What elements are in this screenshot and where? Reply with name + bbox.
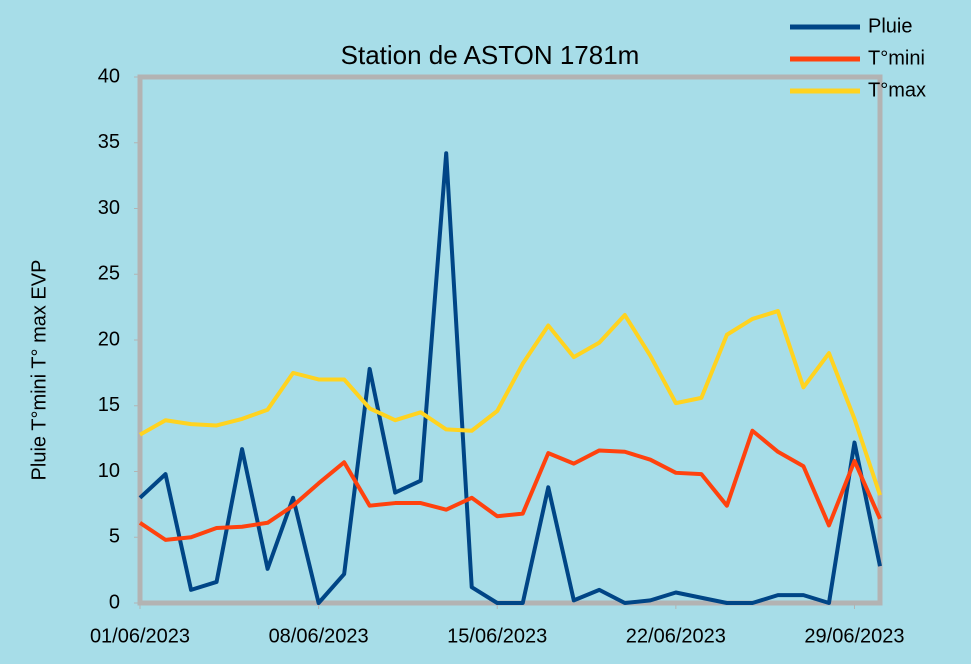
y-tick-label: 35 bbox=[98, 131, 120, 153]
legend-label: T°mini bbox=[868, 47, 925, 69]
x-tick-label: 08/06/2023 bbox=[269, 625, 369, 647]
legend-label: T°max bbox=[868, 79, 926, 101]
y-tick-label: 25 bbox=[98, 263, 120, 285]
series-line bbox=[138, 151, 882, 605]
series-line bbox=[139, 309, 882, 496]
x-tick-label: 01/06/2023 bbox=[90, 625, 190, 647]
x-tick-label: 15/06/2023 bbox=[447, 625, 547, 647]
chart-title: Station de ASTON 1781m bbox=[341, 40, 640, 70]
x-tick-label: 29/06/2023 bbox=[804, 625, 904, 647]
y-tick-label: 15 bbox=[98, 394, 120, 416]
legend-label: Pluie bbox=[868, 15, 912, 37]
y-tick-label: 10 bbox=[98, 460, 120, 482]
y-tick-label: 40 bbox=[98, 65, 120, 87]
y-tick-label: 30 bbox=[98, 197, 120, 219]
series-line bbox=[138, 428, 882, 542]
y-tick-label: 5 bbox=[109, 526, 120, 548]
x-tick-label: 22/06/2023 bbox=[626, 625, 726, 647]
y-tick-label: 0 bbox=[109, 591, 120, 613]
y-tick-label: 20 bbox=[98, 328, 120, 350]
y-axis-label: Pluie T°mini T° max EVP bbox=[28, 260, 50, 481]
